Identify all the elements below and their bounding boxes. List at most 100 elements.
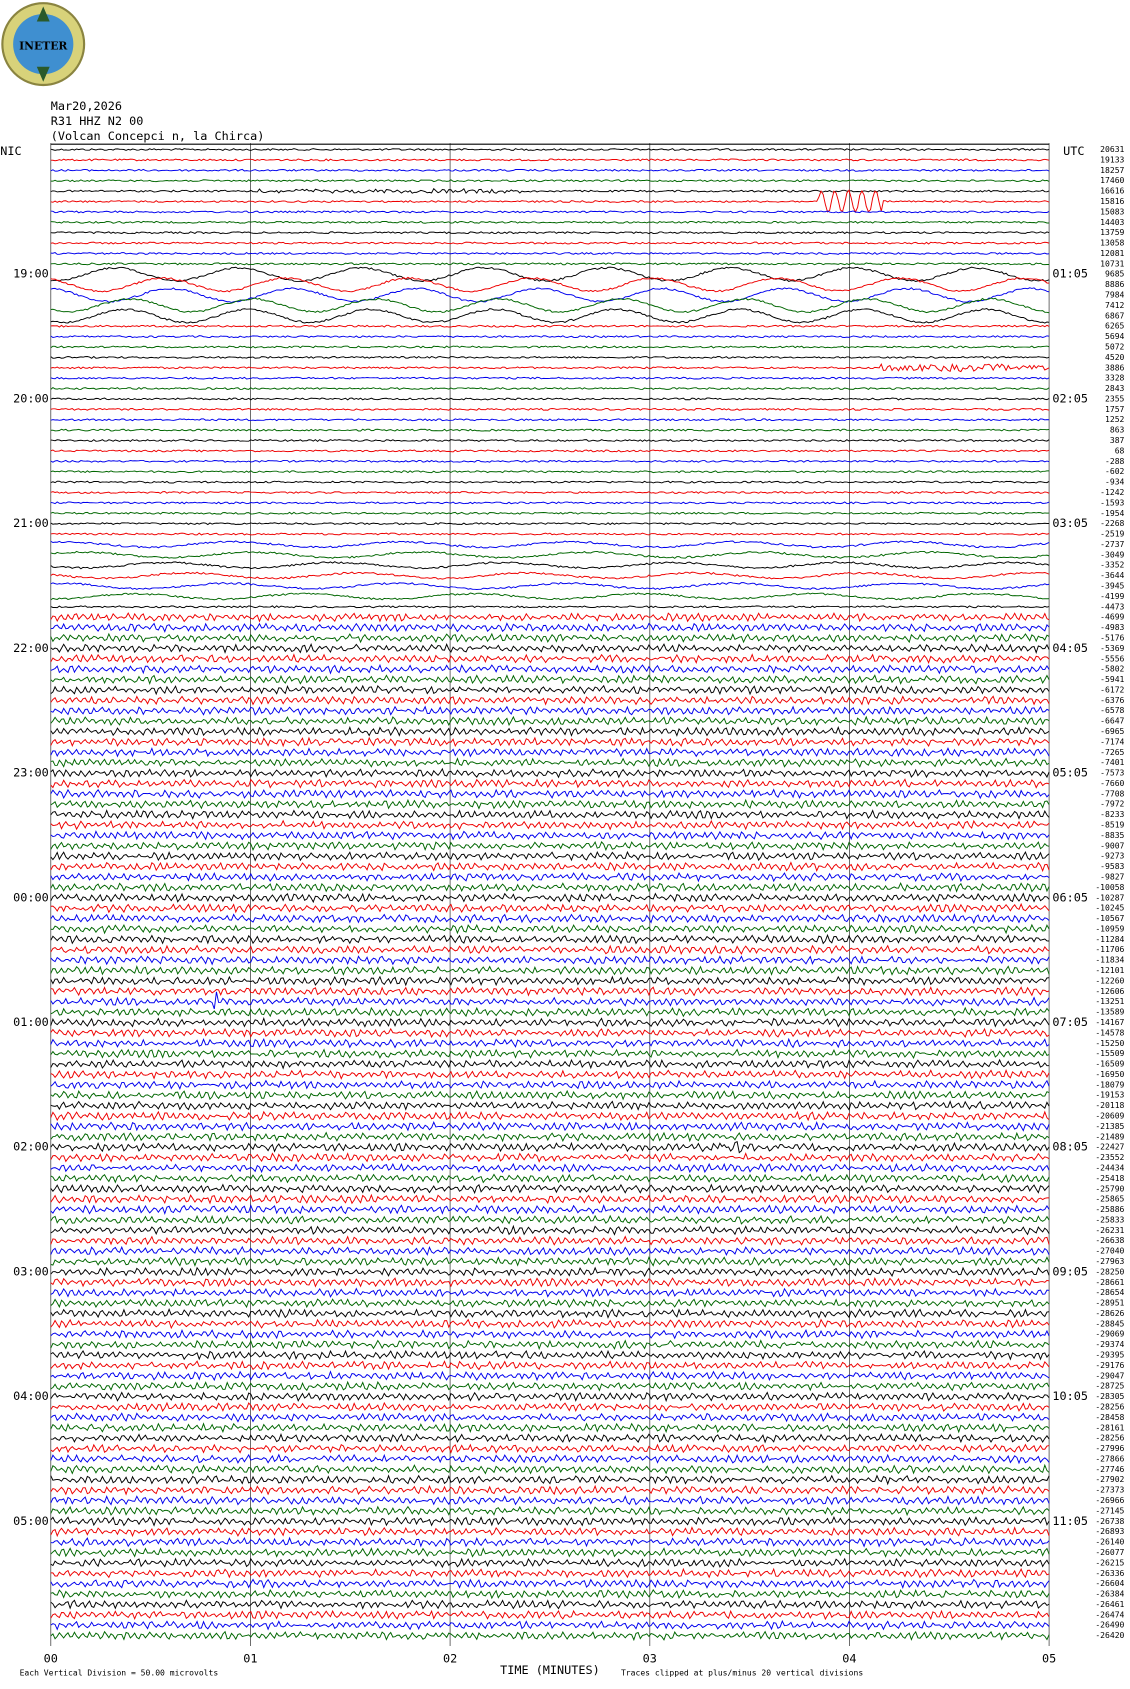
offset-label: 16616: [1100, 187, 1124, 196]
trace: [50, 241, 1050, 245]
trace: [50, 757, 1050, 769]
trace: [50, 663, 1050, 675]
trace: [50, 902, 1050, 914]
trace: [50, 1484, 1050, 1496]
offset-label: -4983: [1100, 623, 1124, 632]
left-time: 01:00: [13, 1015, 49, 1029]
trace: [50, 266, 1050, 283]
traces: [50, 148, 1050, 1642]
offset-label: -7708: [1100, 789, 1124, 798]
trace: [50, 622, 1050, 633]
trace: [50, 871, 1050, 883]
trace: [50, 1360, 1050, 1371]
trace: [50, 362, 1050, 373]
offset-label: -12101: [1095, 966, 1124, 975]
offset-label: -15509: [1095, 1049, 1124, 1058]
offset-label: 17460: [1100, 176, 1124, 185]
trace: [50, 975, 1050, 987]
offset-label: -26966: [1095, 1496, 1124, 1505]
offset-label: -26420: [1095, 1631, 1124, 1640]
right-time: 11:05: [1052, 1514, 1088, 1528]
offset-label: -6172: [1100, 685, 1124, 694]
right-time: 02:05: [1052, 391, 1088, 405]
trace: [50, 1370, 1050, 1382]
trace: [50, 1079, 1050, 1090]
offset-label: -29176: [1095, 1361, 1124, 1370]
trace: [50, 642, 1050, 654]
offset-label: -28161: [1095, 1423, 1124, 1432]
offset-label: -2737: [1100, 540, 1124, 549]
offset-label: -8519: [1100, 821, 1124, 830]
trace: [50, 231, 1050, 235]
offset-label: -26474: [1095, 1610, 1124, 1619]
left-time: 22:00: [13, 641, 49, 655]
offset-label: -6578: [1100, 706, 1124, 715]
offset-label: 13058: [1100, 239, 1124, 248]
trace: [50, 459, 1050, 463]
offset-label: -934: [1105, 478, 1125, 487]
offset-label: -28626: [1095, 1309, 1124, 1318]
logo: INETER: [1, 2, 86, 87]
trace: [50, 187, 1050, 194]
left-time: 02:00: [13, 1140, 49, 1154]
offset-label: -27902: [1095, 1475, 1124, 1484]
x-title: TIME (MINUTES): [500, 1663, 600, 1677]
offset-label: -25865: [1095, 1195, 1124, 1204]
trace: [50, 612, 1050, 623]
offset-label: -28654: [1095, 1288, 1124, 1297]
offset-label: 14403: [1100, 218, 1124, 227]
offset-label: 6265: [1105, 322, 1125, 331]
trace: [50, 522, 1050, 526]
trace: [50, 1609, 1050, 1621]
offset-label: -25833: [1095, 1215, 1124, 1224]
offset-label: -3352: [1100, 561, 1124, 570]
left-time: 19:00: [13, 267, 49, 281]
trace: [50, 913, 1050, 924]
offset-label: 12081: [1100, 249, 1124, 258]
trace: [50, 1630, 1050, 1642]
offset-label: -7265: [1100, 748, 1124, 757]
offset-label: -25886: [1095, 1205, 1124, 1214]
offset-label: -5369: [1100, 644, 1124, 653]
trace: [50, 1619, 1050, 1631]
offset-label: -4199: [1100, 592, 1124, 601]
x-tick-label: 04: [842, 1651, 856, 1665]
trace: [50, 511, 1050, 515]
trace: [50, 788, 1050, 800]
offset-label: -19153: [1095, 1091, 1124, 1100]
offset-label: -20118: [1095, 1101, 1124, 1110]
offset-label: -14578: [1095, 1028, 1124, 1037]
offset-label: -1954: [1100, 509, 1124, 518]
trace: [50, 571, 1050, 580]
trace: [50, 1131, 1050, 1143]
offset-label: -14167: [1095, 1018, 1124, 1027]
offset-label: -4699: [1100, 613, 1124, 622]
offset-label: 9685: [1105, 270, 1125, 279]
trace: [50, 1391, 1050, 1403]
trace: [50, 1349, 1050, 1361]
offset-label: -27866: [1095, 1454, 1124, 1463]
offset-label: -26638: [1095, 1236, 1124, 1245]
offset-label: -5802: [1100, 665, 1124, 674]
offset-label: -9007: [1100, 841, 1124, 850]
right-time: 01:05: [1052, 267, 1088, 281]
offset-label: -26384: [1095, 1590, 1124, 1599]
left-time: 04:00: [13, 1389, 49, 1403]
date: Mar20,2026: [51, 99, 122, 113]
trace: [50, 1526, 1050, 1538]
trace: [50, 1204, 1050, 1215]
offset-label: 15816: [1100, 197, 1124, 206]
trace: [50, 168, 1050, 172]
trace: [50, 1037, 1050, 1049]
trace: [50, 830, 1050, 841]
trace: [50, 809, 1050, 820]
trace: [50, 1100, 1050, 1111]
trace: [50, 1318, 1050, 1330]
trace: [50, 1557, 1050, 1569]
offset-label: -5556: [1100, 654, 1124, 663]
offset-label: -10287: [1095, 893, 1124, 902]
offset-label: -7660: [1100, 779, 1124, 788]
right-time: 04:05: [1052, 641, 1088, 655]
trace: [50, 1016, 1050, 1028]
